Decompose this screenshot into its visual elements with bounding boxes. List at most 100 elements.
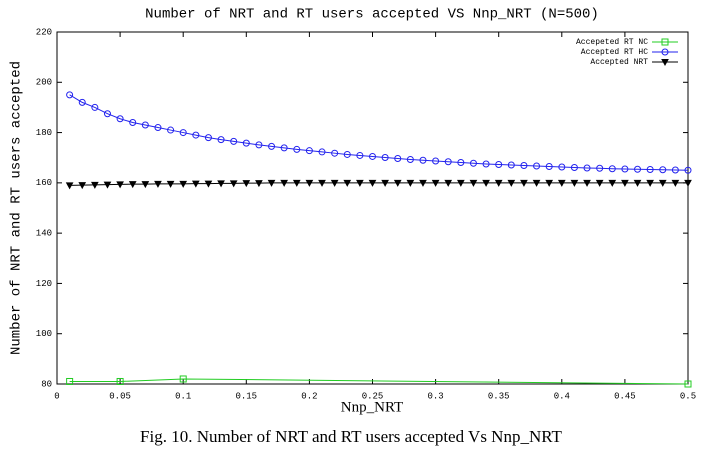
y-tick-label: 200	[36, 78, 52, 88]
marker	[659, 166, 667, 174]
marker	[179, 375, 187, 383]
marker	[621, 179, 629, 187]
marker	[608, 165, 616, 173]
marker	[507, 179, 516, 187]
marker	[343, 179, 352, 187]
marker	[381, 153, 389, 161]
marker	[646, 179, 654, 187]
marker	[204, 180, 213, 188]
marker	[381, 179, 389, 187]
marker	[293, 145, 301, 153]
marker	[330, 179, 339, 187]
marker	[583, 179, 591, 187]
x-axis-label: Nnp_NRT	[341, 399, 403, 415]
series-line	[69, 378, 689, 385]
x-tick-label: 0.45	[614, 391, 636, 401]
marker	[558, 163, 566, 171]
marker	[128, 181, 137, 189]
marker	[432, 157, 440, 165]
marker	[141, 181, 150, 189]
marker	[646, 166, 654, 174]
legend-marker	[661, 48, 669, 56]
marker	[520, 179, 528, 187]
marker	[268, 142, 276, 150]
marker	[596, 164, 604, 172]
x-tick-label: 0.25	[362, 391, 384, 401]
y-tick-label: 220	[36, 27, 52, 37]
marker	[406, 155, 414, 163]
marker	[103, 110, 111, 118]
marker	[78, 182, 87, 190]
x-tick-label: 0.05	[109, 391, 131, 401]
marker	[129, 119, 137, 127]
marker	[267, 179, 276, 187]
marker	[495, 161, 503, 169]
marker	[318, 179, 326, 187]
marker	[229, 180, 238, 188]
marker	[520, 162, 528, 170]
marker	[66, 91, 74, 99]
marker	[456, 179, 465, 187]
marker	[545, 179, 554, 187]
marker	[557, 179, 566, 187]
marker	[305, 179, 314, 187]
x-tick-label: 0.35	[488, 391, 510, 401]
marker	[292, 179, 301, 187]
marker	[280, 179, 289, 187]
marker	[343, 150, 351, 158]
marker	[419, 156, 427, 164]
marker	[457, 158, 465, 166]
marker	[671, 166, 679, 174]
marker	[318, 148, 326, 156]
marker	[242, 180, 251, 188]
marker	[469, 179, 478, 187]
y-tick-label: 80	[41, 379, 52, 389]
marker	[545, 163, 553, 171]
y-tick-label: 100	[36, 329, 52, 339]
x-tick-label: 0.1	[175, 391, 191, 401]
marker	[684, 380, 692, 388]
marker	[280, 144, 288, 152]
marker	[469, 159, 477, 167]
marker	[533, 162, 541, 170]
marker	[431, 179, 440, 187]
marker	[394, 154, 402, 162]
marker	[154, 180, 162, 188]
marker	[356, 179, 364, 187]
marker	[583, 164, 591, 172]
plot-frame	[56, 31, 689, 385]
marker	[356, 151, 364, 159]
marker	[230, 137, 238, 145]
series-line	[69, 94, 689, 171]
legend-label: Accepted RT HC	[581, 48, 648, 57]
y-axis-label: Number of NRT and RT users accepted	[9, 61, 25, 355]
marker	[634, 165, 642, 173]
marker	[633, 179, 642, 187]
marker	[242, 139, 250, 147]
marker	[66, 377, 74, 385]
marker	[608, 179, 617, 187]
x-tick-label: 0.5	[680, 391, 696, 401]
marker	[368, 179, 377, 187]
y-tick-label: 160	[36, 178, 52, 188]
marker	[393, 179, 402, 187]
marker	[255, 141, 263, 149]
marker	[116, 181, 124, 189]
marker	[444, 158, 452, 166]
marker	[91, 181, 99, 189]
marker	[570, 164, 578, 172]
x-tick-label: 0.15	[235, 391, 257, 401]
marker	[179, 180, 188, 188]
marker	[141, 121, 149, 129]
marker	[494, 179, 503, 187]
marker	[217, 180, 225, 188]
marker	[154, 124, 162, 132]
marker	[305, 147, 313, 155]
legend-marker	[661, 59, 669, 67]
marker	[444, 179, 453, 187]
marker	[65, 182, 74, 190]
marker	[78, 98, 86, 106]
marker	[103, 181, 112, 189]
marker	[406, 179, 415, 187]
